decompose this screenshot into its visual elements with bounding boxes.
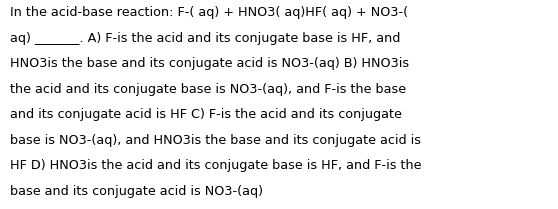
Text: the acid and its conjugate base is NO3-(aq), and F-is the base: the acid and its conjugate base is NO3-(… — [10, 83, 406, 96]
Text: In the acid-base reaction: F-( aq) + HNO3( aq)HF( aq) + NO3-(: In the acid-base reaction: F-( aq) + HNO… — [10, 6, 408, 19]
Text: HNO3is the base and its conjugate acid is NO3-(aq) B) HNO3is: HNO3is the base and its conjugate acid i… — [10, 57, 409, 70]
Text: aq) _______. A) F-is the acid and its conjugate base is HF, and: aq) _______. A) F-is the acid and its co… — [10, 32, 401, 45]
Text: HF D) HNO3is the acid and its conjugate base is HF, and F-is the: HF D) HNO3is the acid and its conjugate … — [10, 159, 421, 172]
Text: base is NO3-(aq), and HNO3is the base and its conjugate acid is: base is NO3-(aq), and HNO3is the base an… — [10, 134, 421, 147]
Text: base and its conjugate acid is NO3-(aq): base and its conjugate acid is NO3-(aq) — [10, 185, 263, 198]
Text: and its conjugate acid is HF C) F-is the acid and its conjugate: and its conjugate acid is HF C) F-is the… — [10, 108, 402, 121]
